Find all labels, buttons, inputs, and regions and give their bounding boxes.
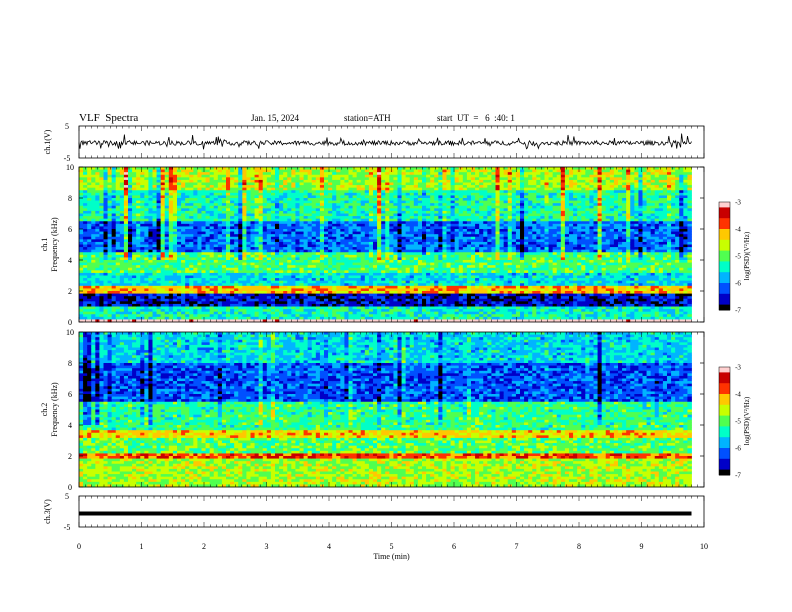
ch1-spectrogram-ytick-label: 8 xyxy=(68,194,72,203)
xaxis-tick-label: 3 xyxy=(265,542,269,551)
ch1-spectrogram-ytick-label: 6 xyxy=(68,225,72,234)
ch3-waveform-ylabel: ch.3(V) xyxy=(43,499,52,524)
ch2-spectrogram-colorbar-label: log(PSD)(V²/Hz) xyxy=(743,396,751,445)
ch1-spectrogram-colorbar-label: log(PSD)(V²/Hz) xyxy=(743,231,751,280)
ch1-waveform-trace xyxy=(79,134,692,150)
xaxis-tick-label: 1 xyxy=(140,542,144,551)
ch1-spectrogram-colorbar-tick: -5 xyxy=(735,253,741,261)
ch2-spectrogram-colorbar-tick: -7 xyxy=(735,472,741,480)
xaxis-tick-label: 6 xyxy=(452,542,456,551)
ch1-waveform-ylabel: ch.1(V) xyxy=(43,129,52,154)
xaxis-tick-label: 10 xyxy=(700,542,708,551)
ch1-spectrogram-colorbar-tick: -6 xyxy=(735,280,741,288)
xaxis-tick-label: 4 xyxy=(327,542,331,551)
ch1-spectrogram-colorbar-tick: -7 xyxy=(735,307,741,315)
xaxis-tick-label: 0 xyxy=(77,542,81,551)
ch2-spectrogram-ytick-label: 2 xyxy=(68,452,72,461)
ch3-waveform-ytick-label: 5 xyxy=(65,492,69,501)
ch3-waveform-ytick-label: -5 xyxy=(64,523,71,532)
ch2-spectrogram-ytick-label: 8 xyxy=(68,359,72,368)
ch2-spectrogram-colorbar-tick: -4 xyxy=(735,391,741,399)
ch2-spectrogram-ytick-label: 4 xyxy=(68,421,72,430)
xaxis-label: Time (min) xyxy=(373,552,410,561)
ch1-waveform-ytick-label: -5 xyxy=(64,154,71,163)
ch2-spectrogram-ytick-label: 10 xyxy=(66,328,74,337)
ch2-spectrogram-ylabel-channel: ch.2 xyxy=(40,403,49,417)
ch2-spectrogram-colorbar-tick: -5 xyxy=(735,418,741,426)
ch2-spectrogram-ytick-label: 6 xyxy=(68,390,72,399)
ch1-spectrogram-ylabel-frequency: Frequency (kHz) xyxy=(50,217,59,272)
ch1-spectrogram xyxy=(79,167,692,322)
ch2-spectrogram-ylabel-frequency: Frequency (kHz) xyxy=(50,382,59,437)
ch1-spectrogram-ylabel-channel: ch.1 xyxy=(40,238,49,252)
ch1-spectrogram-ytick-label: 2 xyxy=(68,287,72,296)
ch1-waveform-ytick-label: 5 xyxy=(65,122,69,131)
xaxis-tick-label: 9 xyxy=(640,542,644,551)
ch2-spectrogram-colorbar-tick: -3 xyxy=(735,364,741,372)
ch1-spectrogram-ytick-label: 10 xyxy=(66,163,74,172)
xaxis-tick-label: 5 xyxy=(390,542,394,551)
ch1-spectrogram-colorbar-tick: -4 xyxy=(735,226,741,234)
ch1-spectrogram-ytick-label: 0 xyxy=(68,318,72,327)
ch2-spectrogram xyxy=(79,332,692,487)
xaxis-tick-label: 7 xyxy=(515,542,519,551)
xaxis-tick-label: 8 xyxy=(577,542,581,551)
ch1-spectrogram-ytick-label: 4 xyxy=(68,256,72,265)
ch1-spectrogram-colorbar-tick: -3 xyxy=(735,199,741,207)
xaxis-tick-label: 2 xyxy=(202,542,206,551)
ch2-spectrogram-ytick-label: 0 xyxy=(68,483,72,492)
ch2-spectrogram-colorbar-tick: -6 xyxy=(735,445,741,453)
